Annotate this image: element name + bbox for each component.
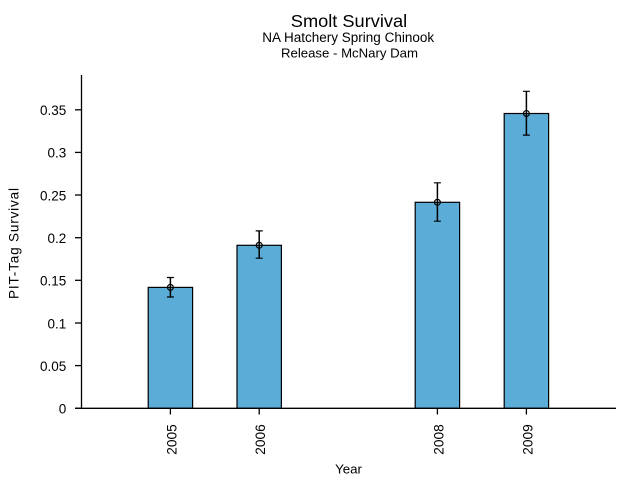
svg-text:0.35: 0.35 [40,103,66,118]
svg-text:0.05: 0.05 [40,359,66,374]
svg-text:0.2: 0.2 [48,231,67,246]
svg-text:0.25: 0.25 [40,188,66,203]
svg-text:0.3: 0.3 [48,146,67,161]
svg-text:PIT-Tag Survival: PIT-Tag Survival [6,188,21,299]
svg-text:NA Hatchery Spring Chinook: NA Hatchery Spring Chinook [262,30,434,45]
svg-text:0.15: 0.15 [40,274,66,289]
svg-text:2008: 2008 [431,424,446,455]
svg-text:Release - McNary Dam: Release - McNary Dam [281,46,418,61]
svg-text:2006: 2006 [253,424,268,455]
svg-text:Year: Year [335,462,362,477]
svg-text:0: 0 [59,402,67,417]
svg-text:0.1: 0.1 [48,316,67,331]
svg-text:2009: 2009 [520,424,535,454]
svg-text:2005: 2005 [164,424,179,455]
svg-text:Smolt Survival: Smolt Survival [291,11,407,31]
